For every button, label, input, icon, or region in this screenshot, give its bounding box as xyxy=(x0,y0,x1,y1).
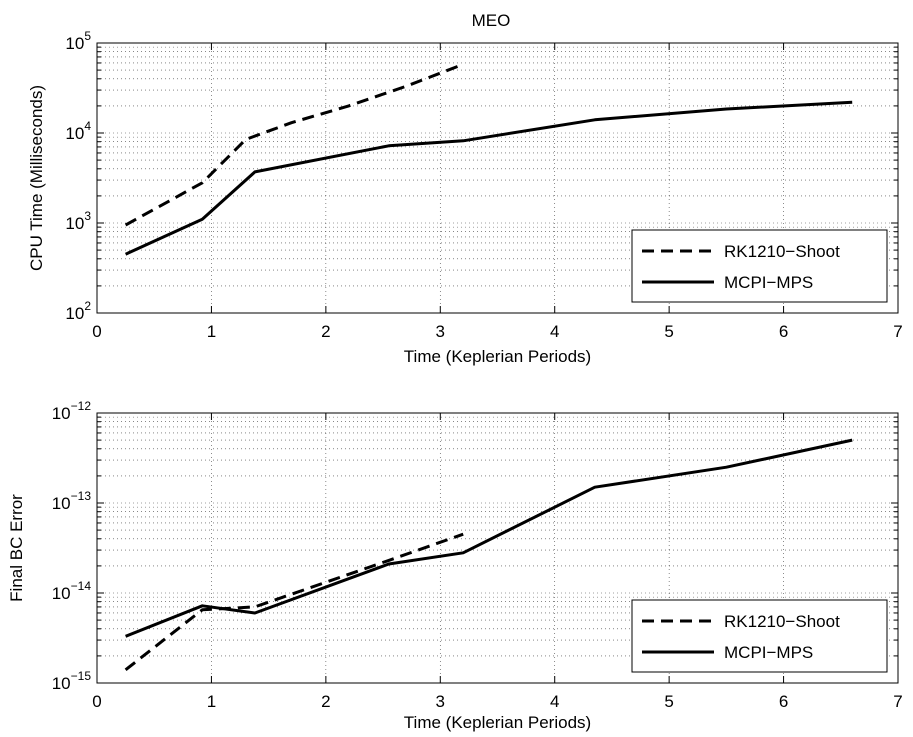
axes-box xyxy=(96,42,899,314)
figure-title: MEO xyxy=(472,11,511,30)
legend-box xyxy=(631,599,888,673)
x-tick-label: 2 xyxy=(321,692,330,711)
legend: RK1210−Shoot MCPI−MPS xyxy=(631,229,888,303)
y-tick-label: 10−14 xyxy=(52,579,92,603)
x-tick-label: 0 xyxy=(92,322,101,341)
y-axis-label: CPU Time (Milliseconds) xyxy=(27,85,46,271)
axes-box xyxy=(96,412,899,684)
x-tick-label: 7 xyxy=(893,692,902,711)
y-axis-label: Final BC Error xyxy=(7,494,26,602)
legend-label: RK1210−Shoot xyxy=(724,242,840,261)
x-tick-label: 6 xyxy=(779,322,788,341)
x-tick-label: 5 xyxy=(664,322,673,341)
y-tick-label: 10−15 xyxy=(52,669,92,693)
y-tick-label: 104 xyxy=(65,119,91,143)
series-line-rk1210-shoot xyxy=(124,62,464,227)
legend-label: RK1210−Shoot xyxy=(724,612,840,631)
x-tick-label: 3 xyxy=(436,692,445,711)
x-tick-label: 7 xyxy=(893,322,902,341)
series-line-rk1210-shoot xyxy=(124,532,464,671)
x-tick-label: 4 xyxy=(550,322,559,341)
y-tick-label: 102 xyxy=(65,299,91,323)
x-tick-label: 1 xyxy=(207,692,216,711)
y-tick-label: 105 xyxy=(65,29,91,53)
x-tick-label: 1 xyxy=(207,322,216,341)
x-tick-label: 3 xyxy=(436,322,445,341)
x-tick-label: 5 xyxy=(664,692,673,711)
grid xyxy=(97,43,898,313)
y-tick-label: 10−12 xyxy=(52,399,92,423)
x-tick-label: 2 xyxy=(321,322,330,341)
x-axis-label: Time (Keplerian Periods) xyxy=(404,347,591,366)
series-line-mcpi-mps xyxy=(124,100,853,256)
grid xyxy=(97,413,898,683)
x-tick-label: 0 xyxy=(92,692,101,711)
x-tick-label: 6 xyxy=(779,692,788,711)
y-tick-label: 10−13 xyxy=(52,489,92,513)
x-tick-label: 4 xyxy=(550,692,559,711)
x-axis-label: Time (Keplerian Periods) xyxy=(404,713,591,732)
legend: RK1210−Shoot MCPI−MPS xyxy=(631,599,888,673)
bc-error-chart: 0 1 2 3 4 5 6 7 10−15 10−14 10−13 10−12 Time (Kepler… xyxy=(7,399,903,732)
y-tick-label: 103 xyxy=(65,209,91,233)
series-line-mcpi-mps xyxy=(125,438,853,638)
legend-box xyxy=(631,229,888,303)
cpu-time-chart: 0 1 2 3 4 5 6 7 102 103 104 105 Time (Keplerian Peri… xyxy=(27,29,903,366)
legend-label: MCPI−MPS xyxy=(724,273,813,292)
legend-label: MCPI−MPS xyxy=(724,643,813,662)
